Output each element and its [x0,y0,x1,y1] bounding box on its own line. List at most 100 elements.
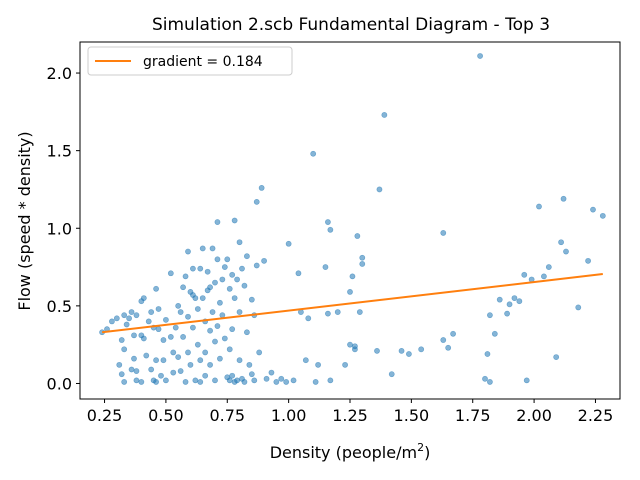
scatter-point [418,346,425,353]
scatter-point [406,351,412,357]
scatter-point [244,253,250,260]
scatter-point [253,262,260,269]
scatter-point [185,349,191,356]
scatter-point [202,349,209,356]
scatter-point [450,330,456,337]
scatter-point [207,327,213,334]
scatter-point [226,285,233,292]
scatter-point [231,217,238,224]
scatter-point [209,309,216,315]
y-axis: 0.0 0.5 1.0 1.5 2.0 [47,64,80,393]
scatter-point [553,354,560,360]
scatter-point [226,346,233,353]
scatter-point [244,329,250,336]
scatter-point [224,256,231,263]
scatter-point [192,377,199,384]
scatter-point [496,296,503,303]
scatter-point [192,295,199,302]
plot-area [99,53,606,385]
scatter-point [511,295,518,302]
x-axis-label: Density (people/m2) [270,441,431,462]
scatter-point [484,351,491,357]
scatter-point [163,377,169,384]
scatter-point [170,369,177,376]
scatter-point [190,324,196,331]
scatter-point [248,371,255,378]
scatter-point [354,233,361,239]
legend: gradient = 0.184 [87,46,293,76]
scatter-point [356,309,363,315]
y-tick-label: 1.0 [47,219,72,238]
scatter-point [131,332,137,339]
scatter-point [214,219,221,225]
scatter-point [190,265,196,272]
scatter-point [305,315,312,322]
scatter-point [148,309,155,315]
scatter-point [236,357,243,364]
scatter-point [207,361,213,368]
scatter-point [398,347,405,354]
x-tick-label: 2.25 [578,406,614,425]
scatter-point [521,271,528,278]
scatter-point [133,312,140,319]
scatter-point [541,273,547,280]
scatter-point [113,315,120,322]
scatter-point [504,310,510,317]
scatter-point [155,306,162,312]
scatter-point [182,379,189,385]
scatter-point [599,212,606,219]
scatter-point [290,377,297,384]
scatter-point [160,357,167,364]
scatter-point [560,195,567,202]
scatter-point [121,379,128,385]
scatter-point [212,279,218,286]
scatter-point [322,264,329,270]
scatter-point [172,324,179,331]
scatter-point [138,379,145,385]
scatter-point [175,302,182,309]
scatter-point [214,256,221,263]
scatter-point [283,379,290,385]
scatter-point [197,379,204,385]
scatter-point [185,313,191,320]
scatter-point [217,299,223,306]
scatter-point [118,371,125,378]
scatter-point [251,377,258,384]
scatter-point [155,326,162,333]
x-tick-label: 1.50 [394,406,430,425]
scatter-point [347,288,353,295]
scatter-point [140,295,147,302]
y-axis-label: Flow (speed * density) [15,131,34,310]
x-axis-label-superscript: 2 [417,441,424,454]
scatter-point [209,245,216,252]
scatter-point [241,282,248,289]
scatter-point [167,270,174,277]
scatter-point [133,377,140,384]
scatter-point [347,341,353,348]
scatter-point [131,355,137,362]
scatter-point [342,361,348,368]
scatter-point [185,248,191,255]
scatter-point [214,323,221,329]
scatter-point [126,315,132,322]
y-tick-label: 1.5 [47,142,72,161]
x-axis: 0.25 0.50 0.75 1.00 1.25 1.50 1.75 2.00 2.25 [87,399,614,425]
scatter-point [116,361,123,368]
scatter-point [128,366,135,373]
scatter-point [221,264,228,270]
scatter-point [231,295,238,302]
scatter-point [182,273,189,280]
scatter-point [170,349,177,356]
scatter-point [121,312,128,319]
scatter-point [229,326,236,333]
scatter-point [256,349,263,356]
scatter-point [153,285,159,292]
scatter-point [167,334,174,340]
legend-entry-gradient: gradient = 0.184 [143,54,263,70]
scatter-point [310,150,317,157]
scatter-point [109,318,115,325]
scatter-point [295,270,302,277]
scatter-point [128,309,135,315]
x-tick-label: 1.75 [455,406,491,425]
scatter-point [229,372,236,379]
